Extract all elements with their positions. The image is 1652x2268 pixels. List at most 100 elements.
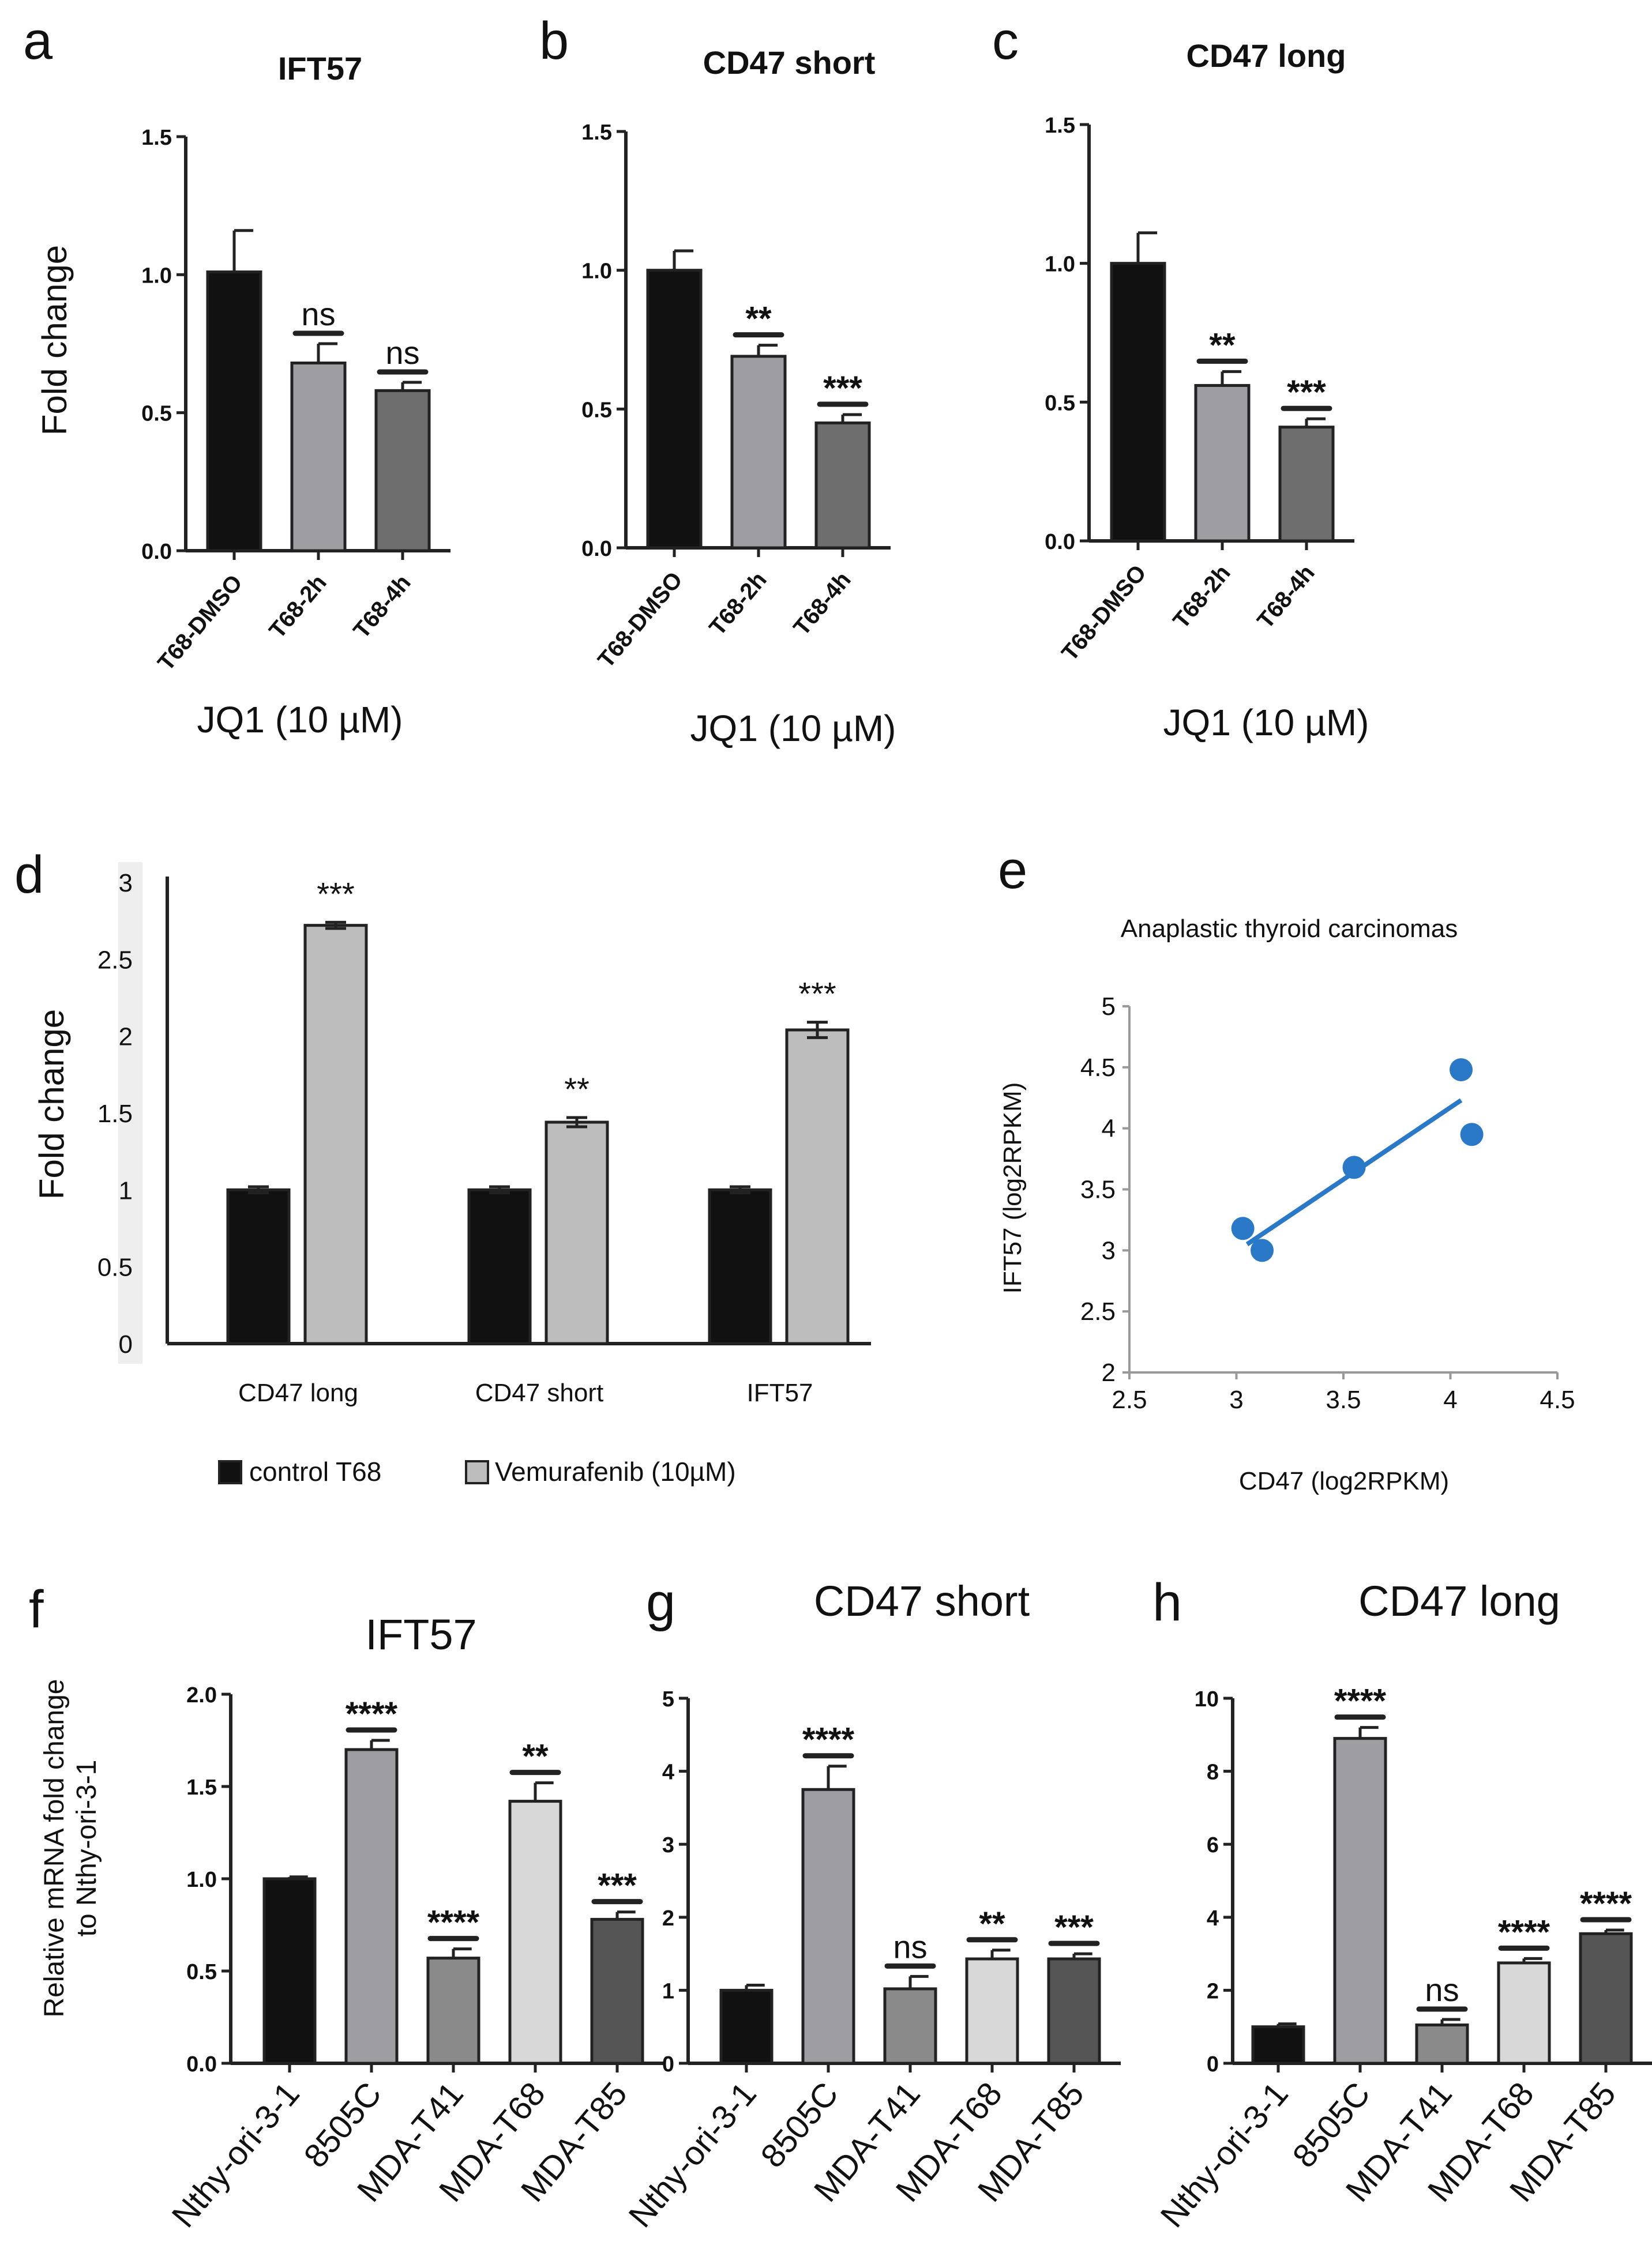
scatter-point [1251, 1239, 1274, 1262]
bar-T68-4h [814, 421, 871, 550]
bar-8505C [344, 1748, 399, 2065]
x-category-label: T68-DMSO [1057, 561, 1151, 666]
significance-label: *** [598, 1867, 637, 1905]
scatter-point [1460, 1123, 1484, 1146]
significance-label: ns [385, 334, 419, 371]
x-category-label: CD47 long [238, 1379, 358, 1407]
bar-Nthy-ori-3-1 [262, 1877, 317, 2065]
significance-label: *** [823, 370, 862, 407]
panel-letter-f: f [29, 1580, 44, 1639]
x-axis-label: CD47 (log2RPKM) [1239, 1467, 1449, 1495]
significance-label: *** [798, 976, 836, 1012]
x-axis-label: JQ1 (10 µM) [197, 699, 403, 740]
y-tick-label: 2.0 [186, 1683, 217, 1707]
y-tick-label: 10 [1195, 1687, 1219, 1712]
y-tick-label: 3 [662, 1833, 674, 1857]
bar-T68-DMSO [646, 269, 703, 550]
y-tick-label: 1.0 [141, 264, 172, 288]
y-tick-label: 0.5 [581, 398, 612, 422]
panel-letter-a: a [23, 12, 53, 70]
y-tick-label: 1.5 [141, 126, 172, 150]
significance-label: **** [346, 1695, 398, 1733]
significance-label: ** [522, 1738, 549, 1776]
y-tick-label: 0.0 [581, 537, 612, 561]
y-tick-label: 5 [662, 1687, 674, 1712]
significance-label: **** [802, 1721, 855, 1759]
y-tick-label: 1 [119, 1176, 133, 1205]
y-axis-label-line: Relative mRNA fold change [39, 1679, 70, 2018]
y-tick-label: 2.5 [97, 946, 133, 974]
x-category-label: T68-DMSO [153, 570, 247, 676]
panel-letter-h: h [1152, 1573, 1182, 1632]
significance-label: *** [1287, 374, 1326, 411]
y-tick-label: 1.5 [1045, 114, 1075, 138]
y-tick-label: 0.0 [141, 540, 172, 564]
y-tick-label: 4 [1207, 1906, 1219, 1931]
y-tick-label: 1.5 [581, 121, 612, 145]
bar-MDA-T85 [1579, 1932, 1633, 2065]
bar-control T68-IFT57 [708, 1188, 772, 1345]
scatter-point [1342, 1156, 1366, 1179]
y-tick-label: 0.0 [1045, 530, 1075, 554]
x-category-label: Nthy-ori-3-1 [164, 2075, 307, 2235]
bar-8505C [801, 1788, 855, 2065]
bar-control T68-CD47 short [467, 1188, 532, 1345]
y-tick-label: 2 [1102, 1359, 1116, 1387]
bar-Nthy-ori-3-1 [719, 1988, 774, 2065]
y-tick-label: 2 [119, 1023, 133, 1051]
significance-label: *** [317, 875, 354, 912]
panel-letter-d: d [14, 845, 44, 904]
significance-label: ns [1425, 1972, 1459, 2008]
y-tick-label: 3.5 [1080, 1176, 1116, 1204]
bar-MDA-T85 [590, 1917, 644, 2065]
y-tick-label: 6 [1207, 1833, 1219, 1857]
significance-label: ns [301, 296, 335, 332]
bar-T68-4h [374, 389, 431, 552]
y-tick-label: 0 [662, 2052, 674, 2077]
x-category-label: T68-4h [789, 567, 856, 641]
y-axis-label: Fold change [35, 245, 74, 435]
y-tick-label: 4 [662, 1761, 674, 1785]
y-axis-label: IFT57 (log2RPKM) [998, 1082, 1027, 1294]
x-category-label: T68-DMSO [593, 567, 688, 673]
legend-label: Vemurafenib (10µM) [495, 1457, 736, 1487]
x-tick-label: 3.5 [1326, 1386, 1361, 1414]
x-tick-label: 2.5 [1112, 1386, 1147, 1414]
y-tick-label: 5 [1102, 992, 1116, 1021]
panel-title: CD47 short [814, 1577, 1030, 1625]
x-tick-label: 3 [1229, 1386, 1243, 1414]
x-tick-label: 4.5 [1540, 1386, 1575, 1414]
x-axis-label: JQ1 (10 µM) [690, 708, 896, 749]
y-tick-label: 0 [119, 1330, 133, 1359]
scatter-point [1231, 1217, 1255, 1240]
significance-label: **** [1498, 1913, 1550, 1951]
bar-MDA-T68 [508, 1800, 562, 2065]
x-category-label: T68-4h [348, 570, 416, 644]
y-tick-label: 4 [1102, 1115, 1116, 1143]
scatter-point [1450, 1058, 1473, 1082]
x-category-label: CD47 short [475, 1379, 604, 1407]
y-tick-label: 1.0 [186, 1868, 217, 1892]
x-category-label: T68-4h [1252, 561, 1320, 634]
tick-band [118, 862, 142, 1364]
y-tick-label: 1 [662, 1979, 674, 2003]
x-category-label: IFT57 [747, 1379, 813, 1407]
y-axis-label: Relative mRNA fold changeto Nthy-ori-3-1 [39, 1679, 102, 2018]
bar-MDA-T68 [965, 1957, 1019, 2065]
panel-letter-c: c [992, 12, 1019, 70]
y-tick-label: 2 [662, 1906, 674, 1931]
panel-title: CD47 long [1358, 1577, 1560, 1625]
bar-T68-4h [1278, 426, 1335, 543]
x-category-label: T68-2h [704, 567, 772, 641]
panel-letter-g: g [646, 1573, 675, 1632]
bar-MDA-T41 [1415, 2023, 1469, 2065]
bar-Vemurafenib (10µM)-CD47 long [303, 924, 368, 1345]
y-tick-label: 1.0 [581, 259, 612, 284]
y-tick-label: 0.0 [186, 2052, 217, 2077]
y-tick-label: 2 [1207, 1979, 1219, 2003]
y-tick-label: 2.5 [1080, 1297, 1116, 1326]
bar-MDA-T68 [1497, 1961, 1551, 2065]
y-tick-label: 0.5 [1045, 391, 1075, 415]
bar-MDA-T41 [883, 1987, 937, 2065]
x-category-label: T68-2h [264, 570, 332, 644]
